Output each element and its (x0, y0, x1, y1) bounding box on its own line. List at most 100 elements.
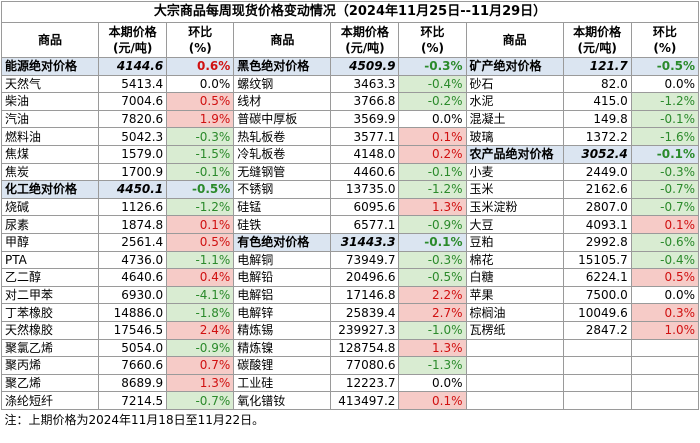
price: 3569.9 (330, 109, 400, 129)
price: 1700.9 (98, 162, 168, 182)
change: 0.0% (166, 74, 235, 94)
price: 15105.7 (562, 250, 632, 270)
column-header: 环比 (%) (166, 22, 235, 58)
commodity-name: 电解铅 (233, 268, 332, 287)
price: 4144.6 (98, 57, 168, 76)
change: 0.1% (166, 215, 235, 234)
change: -0.9% (166, 338, 235, 358)
table-row: 化工绝对价格 4450.1 -0.5% 不锈钢 13735.0 -1.2% 玉米 2162.6… (0, 180, 700, 199)
price: 1579.0 (98, 144, 168, 164)
table-row: 聚丙烯 7660.6 0.7% 碳酸锂 77080.6 -1.3% (0, 356, 700, 375)
table-row: 天然气 5413.4 0.0% 螺纹钢 3463.3 -0.4% 砂石 82.0 0.0% (0, 74, 700, 94)
commodity-name: 玉米淀粉 (465, 197, 564, 217)
table-row: 汽油 7820.6 1.9% 普碳中厚板 3569.9 0.0% 混凝土 149.8 -0.1% (0, 109, 700, 129)
table-title: 大宗商品每周现货价格变动情况（2024年11月25日--11月29日） (1, 1, 699, 23)
commodity-name: 汽油 (0, 109, 100, 129)
empty-cell (630, 356, 700, 375)
change: 0.0% (630, 74, 700, 94)
header-row: 商品 本期价格 (元/吨) 环比 (%) 商品 本期价格 (元/吨) 环比 (%) 商品 本期… (0, 22, 700, 58)
change: 0.1% (398, 127, 467, 146)
empty-cell (562, 391, 632, 410)
commodity-name: 柴油 (0, 92, 100, 111)
commodity-name: 普碳中厚板 (233, 109, 332, 129)
change: -0.5% (630, 57, 700, 76)
change: 0.5% (630, 268, 700, 287)
change: 1.3% (398, 197, 467, 217)
table-row: 焦煤 1579.0 -1.5% 冷轧板卷 4148.0 0.2% 农产品绝对价格 3052.4… (0, 144, 700, 164)
price: 25839.4 (330, 303, 400, 322)
change: 2.2% (398, 285, 467, 305)
price: 13735.0 (330, 180, 400, 199)
price: 3463.3 (330, 74, 400, 94)
price: 128754.8 (330, 338, 400, 358)
change: 0.7% (166, 356, 235, 375)
column-header: 本期价格 (元/吨) (330, 22, 400, 58)
commodity-name: 焦炭 (0, 162, 100, 182)
price: 121.7 (562, 57, 632, 76)
empty-cell (465, 356, 564, 375)
change: 1.9% (166, 109, 235, 129)
table-row: 甲醇 2561.4 0.5% 有色绝对价格 31443.3 -0.1% 豆粕 2992.8 -0… (0, 232, 700, 252)
commodity-name: 涤纶短纤 (0, 391, 100, 410)
commodity-name: 苹果 (465, 285, 564, 305)
table-row: 聚氯乙烯 5054.0 -0.9% 精炼镍 128754.8 1.3% (0, 338, 700, 358)
price: 6577.1 (330, 215, 400, 234)
price: 6930.0 (98, 285, 168, 305)
change: -1.3% (398, 356, 467, 375)
note-row: 注：上期价格为2024年11月18日至11月22日。 (1, 408, 699, 430)
column-header: 商品 (0, 22, 100, 58)
price: 4509.9 (330, 57, 400, 76)
change: 0.2% (398, 144, 467, 164)
price: 10049.6 (562, 303, 632, 322)
change: 2.7% (398, 303, 467, 322)
price: 1874.8 (98, 215, 168, 234)
change: 2.4% (166, 320, 235, 340)
change: 0.4% (166, 268, 235, 287)
price: 77080.6 (330, 356, 400, 375)
commodity-name: 大豆 (465, 215, 564, 234)
commodity-name: 混凝土 (465, 109, 564, 129)
price: 239927.3 (330, 320, 400, 340)
commodity-name: 黑色绝对价格 (233, 57, 332, 76)
commodity-name: 玉米 (465, 180, 564, 199)
empty-cell (630, 391, 700, 410)
commodity-name: 丁苯橡胶 (0, 303, 100, 322)
commodity-name: 矿产绝对价格 (465, 57, 564, 76)
table-row: 烧碱 1126.6 -1.2% 硅锰 6095.6 1.3% 玉米淀粉 2807.0 -0.7% (0, 197, 700, 217)
commodity-name: 电解铜 (233, 250, 332, 270)
change: 1.3% (398, 338, 467, 358)
empty-cell (562, 356, 632, 375)
price: 3052.4 (562, 144, 632, 164)
column-header: 商品 (465, 22, 564, 58)
price: 415.0 (562, 92, 632, 111)
change: -0.5% (398, 268, 467, 287)
commodity-name: 对二甲苯 (0, 285, 100, 305)
table-row: 丁苯橡胶 14886.0 -1.8% 电解锌 25839.4 2.7% 棕榈油 10049.6… (0, 303, 700, 322)
commodity-name: 聚氯乙烯 (0, 338, 100, 358)
price: 8689.9 (98, 373, 168, 393)
change: -0.6% (630, 232, 700, 252)
change: 0.0% (630, 285, 700, 305)
empty-cell (630, 373, 700, 393)
price: 14886.0 (98, 303, 168, 322)
note: 注：上期价格为2024年11月18日至11月22日。 (1, 408, 699, 430)
price: 4148.0 (330, 144, 400, 164)
price: 2992.8 (562, 232, 632, 252)
price: 413497.2 (330, 391, 400, 410)
price: 17146.8 (330, 285, 400, 305)
empty-cell (465, 373, 564, 393)
change: -0.7% (630, 180, 700, 199)
commodity-name: 小麦 (465, 162, 564, 182)
column-header: 商品 (233, 22, 332, 58)
price: 73949.7 (330, 250, 400, 270)
change: -1.8% (166, 303, 235, 322)
commodity-name: 烧碱 (0, 197, 100, 217)
change: -0.7% (166, 391, 235, 410)
column-header: 本期价格 (元/吨) (562, 22, 632, 58)
change: 0.0% (398, 109, 467, 129)
change: -0.4% (630, 250, 700, 270)
change: 0.3% (630, 303, 700, 322)
price: 149.8 (562, 109, 632, 129)
change: 0.5% (166, 92, 235, 111)
price: 7820.6 (98, 109, 168, 129)
